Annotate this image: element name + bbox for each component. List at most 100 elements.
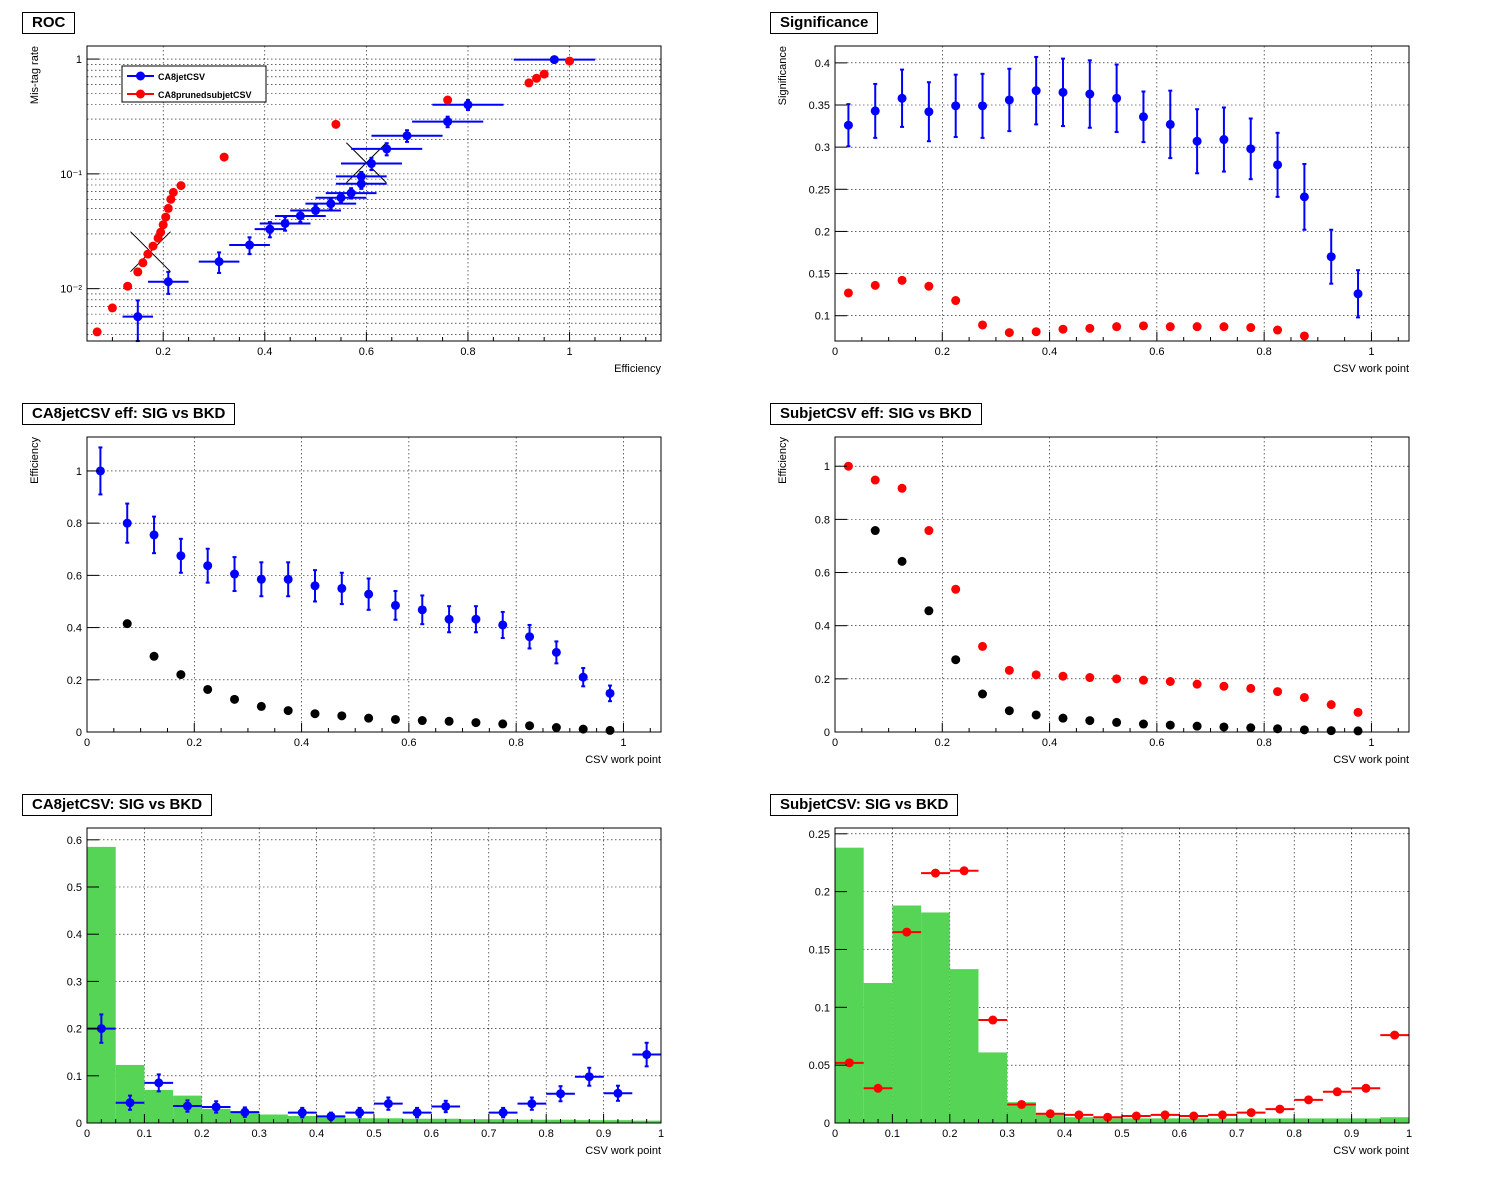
data-point (441, 1101, 451, 1111)
data-point (256, 701, 266, 711)
data-series (835, 866, 1409, 1122)
data-point (1273, 160, 1283, 170)
data-point (1299, 192, 1309, 202)
data-point (96, 1024, 106, 1034)
data-series (843, 461, 1363, 717)
data-point (1246, 323, 1256, 333)
x-tick-label: 0.9 (596, 1128, 611, 1140)
data-point (1273, 325, 1283, 335)
data-point (471, 614, 481, 624)
y-axis-title: Significance (777, 46, 789, 105)
data-point (176, 181, 186, 191)
x-tick-label: 0.6 (1149, 737, 1164, 749)
data-point (138, 258, 148, 268)
data-point (1131, 1111, 1141, 1121)
x-tick-label: 0.1 (885, 1128, 900, 1140)
data-point (1165, 119, 1175, 129)
data-point (355, 1108, 365, 1118)
data-point (1246, 683, 1256, 693)
y-tick-label: 1 (76, 466, 82, 478)
data-point (230, 569, 240, 579)
data-point (613, 1088, 623, 1098)
x-tick-label: 0 (832, 1128, 838, 1140)
x-tick-label: 0.4 (294, 737, 309, 749)
data-point (1332, 1087, 1342, 1097)
y-tick-label: 0.2 (67, 675, 82, 687)
ca8jet-eff-panel: 0 0.2 0.4 0.6 0.8 1 0 0.2 0.4 0.6 0.8 1 CSV work poi… (0, 391, 748, 781)
x-tick-label: 0.6 (424, 1128, 439, 1140)
data-point (1275, 1104, 1285, 1114)
histogram-bar (1035, 1113, 1065, 1123)
data-point (122, 518, 132, 528)
y-tick-label: 0.1 (815, 1002, 830, 1014)
x-tick-label: 0.5 (366, 1128, 381, 1140)
data-point (311, 205, 321, 215)
legend: CA8jetCSV CA8prunedsubjetCSV (121, 65, 267, 103)
data-point (149, 530, 159, 540)
data-point (356, 179, 366, 189)
data-point (364, 713, 374, 723)
x-tick-label: 0.4 (1042, 737, 1057, 749)
y-tick-label: 0.35 (809, 100, 830, 112)
data-point (156, 227, 166, 237)
data-point (539, 69, 549, 79)
data-point (295, 211, 305, 221)
legend-marker (136, 89, 145, 99)
data-point (924, 107, 934, 117)
data-point (463, 100, 473, 110)
y-tick-label: 0.3 (67, 976, 82, 988)
x-tick-label: 0.2 (156, 346, 171, 358)
data-point (1273, 687, 1283, 697)
grid (87, 828, 661, 1123)
data-point (219, 152, 229, 162)
x-tick-label: 0.2 (935, 346, 950, 358)
data-point (331, 119, 341, 129)
data-point (870, 475, 880, 485)
data-point (163, 277, 173, 287)
y-axis-title: Mis-tag rate (29, 46, 41, 104)
axis-ticks (834, 465, 1399, 733)
histogram-bar (115, 1064, 145, 1123)
data-point (988, 1015, 998, 1025)
data-point (336, 193, 346, 203)
data-point (125, 1098, 135, 1108)
data-point (1103, 1112, 1113, 1122)
histogram-bar (1007, 1102, 1036, 1123)
data-point (1390, 1030, 1400, 1040)
data-point (873, 1083, 883, 1093)
data-point (1353, 726, 1363, 736)
x-tick-label: 0.5 (1114, 1128, 1129, 1140)
data-point (897, 275, 907, 285)
data-point (1017, 1099, 1027, 1109)
legend-marker (136, 71, 145, 81)
y-tick-label: 0.4 (67, 623, 82, 635)
data-point (1112, 93, 1122, 103)
data-point (1326, 252, 1336, 262)
histogram-bar (863, 983, 893, 1123)
tick-labels: 0.2 0.4 0.6 0.8 1 1 10⁻¹ 10⁻² (60, 54, 572, 358)
y-tick-label: 1 (76, 54, 82, 66)
y-tick-label: 10⁻¹ (60, 169, 82, 181)
panel-title: ROC (22, 12, 76, 34)
y-tick-label: 0.1 (815, 311, 830, 323)
x-tick-label: 1 (1368, 346, 1374, 358)
roc-plot: 0.2 0.4 0.6 0.8 1 1 10⁻¹ 10⁻² Efficiency Mis-tag … (29, 45, 662, 375)
panel-title: Significance (770, 12, 879, 34)
data-point (870, 526, 880, 536)
data-series (843, 275, 1309, 341)
data-point (107, 303, 117, 313)
data-point (1246, 723, 1256, 733)
data-point (524, 78, 534, 88)
data-point (1165, 720, 1175, 730)
data-point (1112, 674, 1122, 684)
y-tick-label: 0.2 (815, 226, 830, 238)
data-point (498, 620, 508, 630)
data-point (443, 117, 453, 127)
data-point (1219, 681, 1229, 691)
data-point (149, 651, 159, 661)
data-point (924, 281, 934, 291)
data-point (143, 249, 153, 259)
data-point (549, 55, 559, 65)
data-point (161, 212, 171, 222)
x-tick-label: 1 (620, 737, 626, 749)
